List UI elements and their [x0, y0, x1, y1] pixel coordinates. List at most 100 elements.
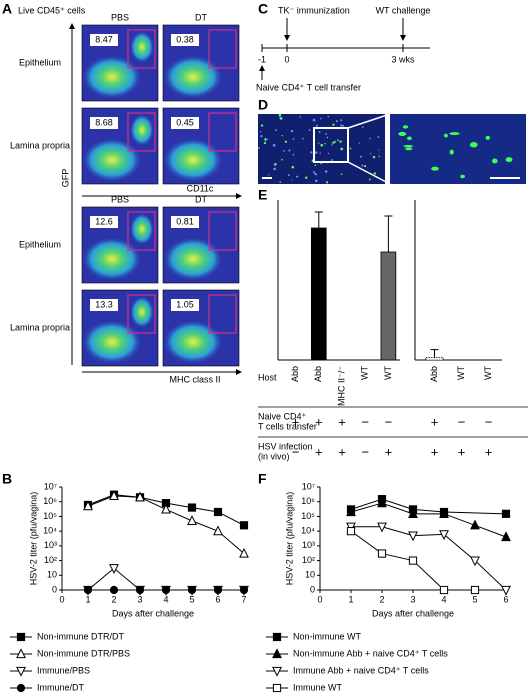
- fluor-dot: [332, 123, 335, 126]
- gate-percent: 1.05: [176, 299, 194, 309]
- category-label: Abb: [313, 366, 323, 382]
- fluor-dot: [327, 152, 330, 155]
- marker: [83, 585, 93, 595]
- panel-label: F: [258, 471, 267, 487]
- x-tick-label: 1: [85, 594, 90, 604]
- fluor-dot: [291, 179, 293, 181]
- fluor-dot: [331, 142, 334, 144]
- gate: [127, 211, 156, 251]
- y-tick-label: 0: [52, 584, 57, 594]
- sign: +: [292, 414, 300, 429]
- fluor-dot: [310, 151, 313, 154]
- fluor-dot: [469, 142, 478, 148]
- marker: [135, 585, 145, 595]
- category-label: WT: [483, 366, 493, 380]
- fluor-dot: [264, 138, 267, 140]
- sign: +: [385, 444, 393, 459]
- sign: −: [361, 414, 369, 429]
- y-tick-label: 10²: [302, 555, 315, 565]
- density: [163, 320, 223, 364]
- marker: [239, 547, 249, 558]
- y-tick-label: 10: [47, 570, 57, 580]
- sign: −: [385, 414, 393, 429]
- fluor-dot: [369, 137, 371, 140]
- timeline-label: 0: [284, 54, 289, 64]
- y-tick-label: 10⁶: [43, 496, 57, 506]
- row-label: Lamina propria: [10, 140, 70, 150]
- marker: [439, 585, 449, 595]
- bar: [310, 227, 327, 361]
- sign: −: [361, 444, 369, 459]
- marker: [213, 507, 223, 517]
- density: [130, 296, 154, 328]
- gate: [208, 294, 237, 334]
- marker: [439, 508, 449, 518]
- fluor-dot: [279, 116, 281, 119]
- marker: [187, 515, 197, 525]
- x-tick-label: 7: [241, 594, 246, 604]
- x-tick-label: 0: [317, 594, 322, 604]
- fluor-dot: [296, 175, 299, 178]
- marker: [109, 490, 119, 500]
- fluor-dot: [339, 140, 342, 143]
- category-label: WT: [360, 366, 370, 380]
- panel-label: E: [258, 187, 267, 203]
- marker: [161, 503, 171, 514]
- fluor-dot: [361, 126, 364, 129]
- row-label: Epithelium: [19, 57, 61, 67]
- fluor-dot: [273, 167, 276, 171]
- y-tick-label: 10⁵: [43, 511, 57, 521]
- legend-label: Immune WT: [293, 682, 343, 692]
- fluor-dot: [358, 142, 360, 144]
- y-tick-label: 10³: [302, 540, 315, 550]
- bar: [380, 251, 397, 361]
- gate: [127, 112, 156, 152]
- fluor-dot: [292, 154, 295, 156]
- column-label: PBS: [111, 12, 129, 22]
- fluor-dot: [292, 138, 295, 140]
- density: [130, 213, 154, 245]
- fluor-dot: [326, 181, 329, 184]
- marker: [187, 585, 197, 595]
- fluor-dot: [315, 124, 318, 127]
- fluor-dot: [340, 119, 343, 122]
- fluor-dot: [284, 140, 288, 143]
- fluor-dot: [443, 133, 448, 138]
- fluor-dot: [373, 172, 377, 175]
- y-axis-title: HSV-2 titer (pfu/vagina): [284, 492, 294, 586]
- axis-title: GFP: [60, 169, 70, 188]
- marker: [109, 564, 119, 574]
- category-label: MHC II⁻/⁻: [336, 366, 346, 406]
- panel-label: B: [2, 471, 12, 487]
- x-tick-label: 4: [163, 594, 168, 604]
- fluor-dot: [299, 116, 301, 118]
- density: [82, 138, 142, 182]
- label-bg: [171, 216, 199, 228]
- marker: [377, 497, 387, 508]
- x-tick-label: 0: [59, 594, 64, 604]
- legend-marker: [272, 666, 282, 677]
- fluor-dot: [274, 163, 277, 166]
- fluor-dot: [320, 143, 324, 147]
- x-tick-label: 6: [503, 594, 508, 604]
- x-axis-title: Days after challenge: [372, 608, 454, 618]
- fluor-dot: [302, 138, 304, 140]
- fluor-dot: [287, 174, 290, 177]
- gate-percent: 13.3: [95, 299, 113, 309]
- fluor-dot: [318, 142, 320, 144]
- fluor-dot: [460, 174, 465, 179]
- legend-label: Non-immune Abb + naive CD4⁺ T cells: [293, 648, 448, 658]
- legend-label: Immune/PBS: [37, 665, 90, 675]
- host-label: Host: [258, 372, 277, 382]
- fluor-dot: [314, 172, 317, 175]
- fluor-dot: [260, 124, 264, 127]
- fluor-dot: [402, 125, 409, 129]
- fluor-dot: [361, 164, 364, 167]
- x-tick-label: 2: [111, 594, 116, 604]
- fluor-dot: [267, 174, 270, 176]
- fluor-dot: [485, 135, 490, 140]
- marker: [439, 530, 449, 541]
- density: [82, 320, 142, 364]
- fluor-dot: [368, 178, 371, 181]
- event-label: TK⁻ immunization: [278, 5, 350, 15]
